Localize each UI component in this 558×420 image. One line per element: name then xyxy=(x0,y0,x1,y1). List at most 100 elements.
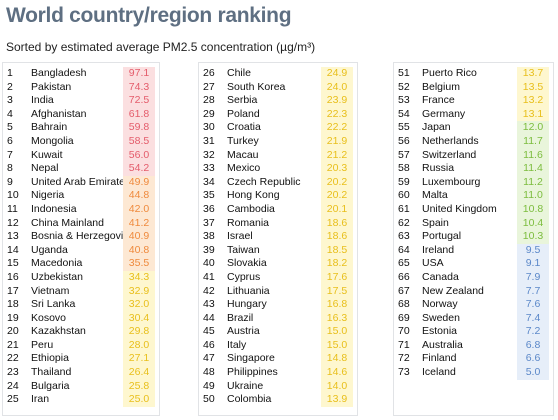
rank-number: 35 xyxy=(203,189,215,202)
country-name: Israel xyxy=(227,230,253,243)
rank-number: 69 xyxy=(398,311,410,324)
country-name: Romania xyxy=(227,216,270,229)
country-name: Bosnia & Herzegovina xyxy=(31,230,123,243)
ranking-row: 18 Sri Lanka 32.0 xyxy=(3,298,159,312)
country-name: Indonesia xyxy=(31,202,77,215)
rank-number: 56 xyxy=(398,134,410,147)
country-name: Lithuania xyxy=(227,284,270,297)
rank-number: 52 xyxy=(398,80,410,93)
ranking-row: 51 Puerto Rico 13.7 xyxy=(394,67,553,81)
pm25-value: 74.3 xyxy=(123,80,155,95)
rank-number: 20 xyxy=(7,325,19,338)
ranking-row: 34 Czech Republic 20.2 xyxy=(199,175,357,190)
country-name: Canada xyxy=(422,270,459,283)
pm25-value: 5.0 xyxy=(517,366,549,380)
country-name: Ethiopia xyxy=(31,352,69,365)
pm25-value: 41.2 xyxy=(123,216,155,231)
ranking-row: 25 Iran 25.0 xyxy=(3,393,159,407)
ranking-row: 1 Bangladesh 97.1 xyxy=(3,67,159,81)
country-name: Cambodia xyxy=(227,202,275,215)
pm25-value: 13.2 xyxy=(517,94,549,108)
ranking-column-3: 51 Puerto Rico 13.7 52 Belgium 13.5 53 France 13… xyxy=(393,62,554,416)
pm25-value: 13.1 xyxy=(517,107,549,122)
ranking-row: 42 Lithuania 17.5 xyxy=(199,284,357,299)
ranking-row: 6 Mongolia 58.5 xyxy=(3,134,159,149)
ranking-list: 51 Puerto Rico 13.7 52 Belgium 13.5 53 France 13… xyxy=(394,67,553,380)
rank-number: 16 xyxy=(7,270,19,283)
pm25-value: 11.4 xyxy=(517,162,549,176)
rank-number: 41 xyxy=(203,270,215,283)
rank-number: 68 xyxy=(398,298,410,311)
rank-number: 33 xyxy=(203,162,215,175)
pm25-value: 54.2 xyxy=(123,162,155,176)
ranking-row: 66 Canada 7.9 xyxy=(394,270,553,285)
country-name: Iceland xyxy=(422,366,456,379)
rank-number: 26 xyxy=(203,67,215,79)
rank-number: 65 xyxy=(398,257,410,270)
pm25-value: 9.1 xyxy=(517,257,549,271)
ranking-row: 40 Slovakia 18.2 xyxy=(199,257,357,271)
country-name: Kosovo xyxy=(31,311,67,324)
rank-number: 19 xyxy=(7,311,19,324)
rank-number: 42 xyxy=(203,284,215,297)
ranking-row: 58 Russia 11.4 xyxy=(394,162,553,176)
pm25-value: 7.6 xyxy=(517,298,549,312)
ranking-row: 45 Austria 15.0 xyxy=(199,325,357,339)
country-name: Kazakhstan xyxy=(31,325,86,338)
ranking-row: 2 Pakistan 74.3 xyxy=(3,80,159,95)
rank-number: 3 xyxy=(7,94,13,107)
rank-number: 25 xyxy=(7,393,19,406)
pm25-value: 20.2 xyxy=(321,189,353,203)
pm25-value: 14.0 xyxy=(321,379,353,394)
country-name: Finland xyxy=(422,352,457,365)
ranking-row: 7 Kuwait 56.0 xyxy=(3,148,159,163)
country-name: Bulgaria xyxy=(31,379,70,392)
country-name: Kuwait xyxy=(31,148,63,161)
rank-number: 72 xyxy=(398,352,410,365)
ranking-row: 31 Turkey 21.9 xyxy=(199,134,357,149)
rank-number: 64 xyxy=(398,243,410,256)
pm25-value: 7.7 xyxy=(517,284,549,299)
pm25-value: 11.0 xyxy=(517,189,549,203)
pm25-value: 21.9 xyxy=(321,134,353,149)
ranking-row: 41 Cyprus 17.6 xyxy=(199,270,357,285)
ranking-row: 56 Netherlands 11.7 xyxy=(394,134,553,149)
country-name: Sweden xyxy=(422,311,460,324)
country-name: Turkey xyxy=(227,134,259,147)
pm25-value: 40.9 xyxy=(123,230,155,244)
country-name: Australia xyxy=(422,338,463,351)
pm25-value: 10.4 xyxy=(517,216,549,231)
ranking-row: 27 South Korea 24.0 xyxy=(199,80,357,95)
country-name: Hungary xyxy=(227,298,267,311)
rank-number: 15 xyxy=(7,257,19,270)
country-name: Afghanistan xyxy=(31,107,87,120)
rank-number: 5 xyxy=(7,121,13,134)
rank-number: 6 xyxy=(7,134,13,147)
ranking-row: 24 Bulgaria 25.8 xyxy=(3,379,159,394)
pm25-value: 16.8 xyxy=(321,298,353,312)
rank-number: 24 xyxy=(7,379,19,392)
pm25-value: 26.4 xyxy=(123,366,155,380)
ranking-row: 10 Nigeria 44.8 xyxy=(3,189,159,203)
ranking-row: 28 Serbia 23.9 xyxy=(199,94,357,108)
country-name: New Zealand xyxy=(422,284,484,297)
country-name: Germany xyxy=(422,107,466,120)
ranking-row: 72 Finland 6.6 xyxy=(394,352,553,367)
rank-number: 8 xyxy=(7,162,13,175)
pm25-value: 6.8 xyxy=(517,338,549,353)
pm25-value: 14.6 xyxy=(321,366,353,380)
rank-number: 36 xyxy=(203,202,215,215)
page-subtitle: Sorted by estimated average PM2.5 concen… xyxy=(6,40,316,54)
rank-number: 60 xyxy=(398,189,410,202)
pm25-value: 10.8 xyxy=(517,202,549,217)
ranking-row: 21 Peru 28.0 xyxy=(3,338,159,353)
rank-number: 43 xyxy=(203,298,215,311)
pm25-value: 18.5 xyxy=(321,243,353,258)
pm25-value: 20.3 xyxy=(321,162,353,176)
rank-number: 4 xyxy=(7,107,13,120)
ranking-row: 47 Singapore 14.8 xyxy=(199,352,357,367)
rank-number: 17 xyxy=(7,284,19,297)
pm25-value: 58.5 xyxy=(123,134,155,149)
ranking-row: 63 Portugal 10.3 xyxy=(394,230,553,244)
ranking-row: 14 Uganda 40.8 xyxy=(3,243,159,258)
